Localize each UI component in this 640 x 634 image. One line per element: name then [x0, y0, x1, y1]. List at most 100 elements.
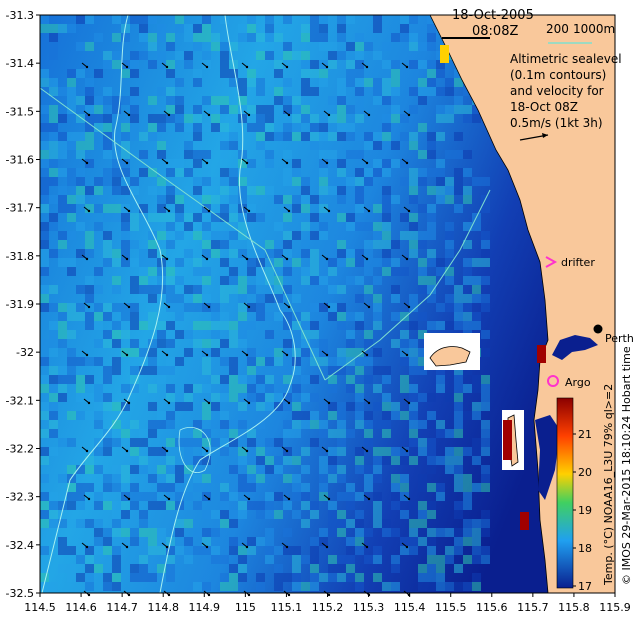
sst-pixel	[139, 366, 148, 375]
sst-pixel	[211, 510, 220, 519]
sst-pixel	[139, 555, 148, 564]
sst-pixel	[157, 249, 166, 258]
sst-pixel	[148, 573, 157, 582]
sst-pixel	[238, 276, 247, 285]
arrow-icon	[81, 542, 89, 549]
sst-pixel	[292, 51, 301, 60]
x-tick-label: 114.8	[147, 601, 179, 614]
sst-pixel	[58, 312, 67, 321]
sst-pixel	[157, 411, 166, 420]
sst-pixel	[184, 222, 193, 231]
sst-pixel	[76, 69, 85, 78]
sst-pixel	[67, 465, 76, 474]
sst-pixel	[175, 546, 184, 555]
sst-pixel	[202, 429, 211, 438]
sst-pixel	[40, 519, 49, 528]
sst-pixel	[418, 348, 427, 357]
colorbar-tick-label: 21	[578, 428, 592, 441]
sst-pixel	[283, 393, 292, 402]
sst-pixel	[112, 258, 121, 267]
sst-pixel	[463, 195, 472, 204]
sst-pixel	[202, 267, 211, 276]
sst-pixel	[130, 357, 139, 366]
sst-pixel	[274, 60, 283, 69]
sst-pixel	[481, 384, 490, 393]
sst-pixel	[292, 177, 301, 186]
sst-pixel	[112, 474, 121, 483]
sst-pixel	[301, 51, 310, 60]
sst-pixel	[301, 33, 310, 42]
sst-pixel	[166, 321, 175, 330]
sst-pixel	[292, 366, 301, 375]
sst-pixel	[310, 60, 319, 69]
sst-pixel	[157, 465, 166, 474]
sst-pixel	[49, 177, 58, 186]
sst-pixel	[337, 96, 346, 105]
sst-pixel	[166, 114, 175, 123]
sst-pixel	[211, 114, 220, 123]
sst-pixel	[193, 159, 202, 168]
sst-pixel	[427, 276, 436, 285]
sst-pixel	[67, 438, 76, 447]
sst-pixel	[202, 249, 211, 258]
sst-pixel	[247, 258, 256, 267]
sst-pixel	[229, 42, 238, 51]
sst-pixel	[337, 51, 346, 60]
sst-pixel	[463, 321, 472, 330]
sst-pixel	[40, 474, 49, 483]
sst-pixel	[409, 420, 418, 429]
sst-pixel	[283, 177, 292, 186]
sst-pixel	[337, 492, 346, 501]
sst-pixel	[139, 429, 148, 438]
sst-pixel	[337, 24, 346, 33]
arrow-icon	[401, 446, 409, 453]
sst-pixel	[166, 195, 175, 204]
sst-pixel	[103, 312, 112, 321]
sst-pixel	[139, 294, 148, 303]
sst-pixel	[391, 528, 400, 537]
sst-pixel	[310, 510, 319, 519]
sst-pixel	[328, 186, 337, 195]
swan-river-estuary	[552, 335, 598, 360]
sst-pixel	[49, 51, 58, 60]
sst-pixel	[319, 573, 328, 582]
sst-pixel	[184, 384, 193, 393]
sst-pixel	[400, 231, 409, 240]
sst-pixel	[382, 366, 391, 375]
sst-pixel	[283, 456, 292, 465]
sst-pixel	[67, 78, 76, 87]
sst-pixel	[337, 168, 346, 177]
sst-pixel	[103, 375, 112, 384]
sst-pixel	[373, 78, 382, 87]
sst-pixel	[202, 474, 211, 483]
sst-pixel	[319, 357, 328, 366]
sst-pixel	[337, 474, 346, 483]
sst-pixel	[328, 96, 337, 105]
sst-pixel	[355, 321, 364, 330]
sst-pixel	[436, 87, 445, 96]
sst-pixel	[49, 321, 58, 330]
sst-pixel	[337, 510, 346, 519]
arrow-icon	[281, 350, 289, 357]
sst-pixel	[418, 366, 427, 375]
sst-pixel	[265, 348, 274, 357]
sst-pixel	[274, 249, 283, 258]
sst-pixel	[130, 447, 139, 456]
sst-pixel	[382, 231, 391, 240]
sst-pixel	[265, 465, 274, 474]
sst-pixel	[112, 519, 121, 528]
sst-pixel	[139, 267, 148, 276]
arrow-icon	[121, 254, 129, 261]
sst-pixel	[382, 42, 391, 51]
sst-pixel	[436, 177, 445, 186]
sst-pixel	[121, 141, 130, 150]
sst-pixel	[67, 519, 76, 528]
sst-pixel	[85, 114, 94, 123]
sst-pixel	[400, 456, 409, 465]
sst-pixel	[427, 33, 436, 42]
sst-pixel	[238, 303, 247, 312]
sst-pixel	[418, 42, 427, 51]
sst-pixel	[454, 582, 463, 591]
sst-pixel	[427, 564, 436, 573]
sst-pixel	[265, 51, 274, 60]
